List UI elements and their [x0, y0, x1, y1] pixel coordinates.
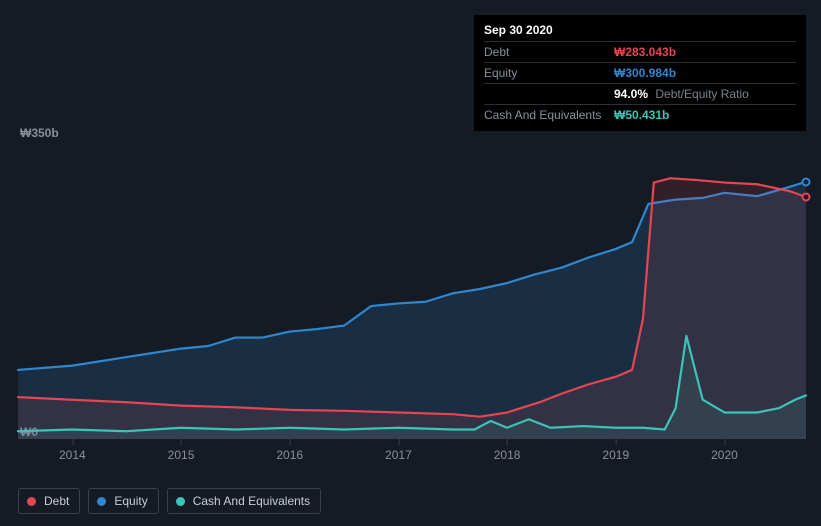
tooltip-row: Equity₩300.984b — [484, 62, 796, 83]
tooltip-cash-row: Cash And Equivalents ₩50.431b — [484, 104, 796, 125]
legend-item[interactable]: Debt — [18, 488, 80, 514]
y-tick-label: ₩350b — [20, 126, 59, 140]
tooltip-row-value: ₩300.984b — [614, 66, 676, 80]
x-tick-label: 2017 — [385, 448, 412, 462]
x-tick-label: 2014 — [59, 448, 86, 462]
legend-dot-icon — [27, 497, 36, 506]
tooltip-row-label: Debt — [484, 45, 614, 59]
legend-dot-icon — [97, 497, 106, 506]
x-tick-label: 2016 — [276, 448, 303, 462]
ratio-value: 94.0% — [614, 87, 648, 101]
tooltip-date: Sep 30 2020 — [484, 21, 796, 41]
x-tick-label: 2019 — [602, 448, 629, 462]
cash-value: ₩50.431b — [614, 108, 669, 122]
ratio-label: Debt/Equity Ratio — [655, 87, 748, 101]
tooltip-row-value: ₩283.043b — [614, 45, 676, 59]
x-tick-label: 2015 — [168, 448, 195, 462]
equity-end-marker — [802, 177, 811, 186]
debt-end-marker — [802, 193, 811, 202]
legend: Debt Equity Cash And Equivalents — [18, 488, 321, 514]
legend-label: Debt — [44, 494, 69, 508]
tooltip-ratio-row: 94.0% Debt/Equity Ratio — [484, 83, 796, 104]
legend-label: Equity — [114, 494, 147, 508]
legend-label: Cash And Equivalents — [193, 494, 310, 508]
x-tick-label: 2018 — [494, 448, 521, 462]
cash-label: Cash And Equivalents — [484, 108, 614, 122]
tooltip-row: Debt₩283.043b — [484, 41, 796, 62]
x-tick-label: 2020 — [711, 448, 738, 462]
legend-item[interactable]: Cash And Equivalents — [167, 488, 321, 514]
tooltip-box: Sep 30 2020 Debt₩283.043bEquity₩300.984b… — [474, 15, 806, 131]
legend-dot-icon — [176, 497, 185, 506]
chart-plot[interactable] — [18, 140, 806, 439]
tooltip-row-label: Equity — [484, 66, 614, 80]
legend-item[interactable]: Equity — [88, 488, 158, 514]
